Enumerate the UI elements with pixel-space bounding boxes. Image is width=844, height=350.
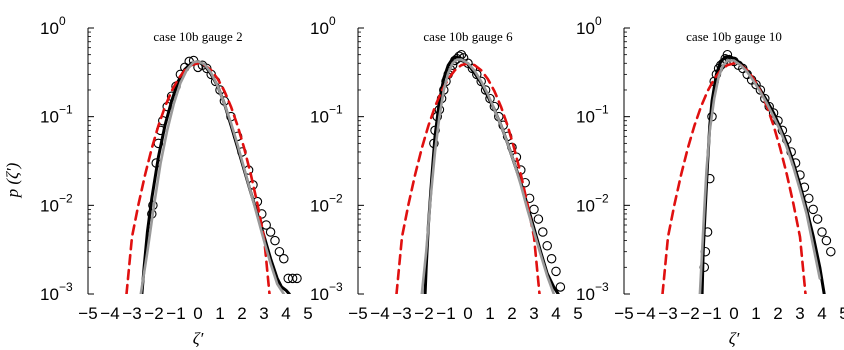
- model-line: [698, 59, 822, 294]
- x-tick-label: 1: [215, 304, 224, 323]
- x-tick-label: −2: [414, 304, 433, 323]
- data-marker: [546, 253, 557, 264]
- model-line: [139, 60, 286, 294]
- measured-line: [140, 59, 291, 294]
- x-tick-label: −1: [166, 304, 185, 323]
- panel-title: case 10b gauge 2: [153, 29, 242, 44]
- x-tick-label: −4: [370, 304, 389, 323]
- data-marker: [542, 241, 552, 251]
- x-tick-label: 3: [259, 304, 268, 323]
- x-tick-label: 4: [281, 304, 290, 323]
- x-tick-label: −5: [348, 304, 367, 323]
- x-tick-label: −3: [392, 304, 411, 323]
- x-tick-label: −5: [78, 304, 97, 323]
- plot-area: [661, 49, 836, 294]
- y-tick-exponent: −2: [59, 191, 73, 205]
- y-tick-exponent: −1: [59, 103, 73, 117]
- y-tick-exponent: −2: [329, 191, 343, 205]
- data-marker: [826, 246, 836, 257]
- data-marker: [287, 273, 298, 284]
- y-tick-label: 10: [576, 285, 595, 304]
- x-tick-label: −2: [144, 304, 163, 323]
- y-tick-label: 10: [40, 285, 59, 304]
- y-tick-label: 10: [40, 108, 59, 127]
- x-tick-label: −5: [614, 304, 633, 323]
- data-marker: [533, 214, 544, 224]
- y-tick-label: 10: [40, 196, 59, 215]
- y-tick-exponent: 0: [329, 14, 336, 28]
- y-tick-exponent: −1: [329, 103, 343, 117]
- data-marker: [270, 235, 280, 246]
- panel-title: case 10b gauge 10: [686, 29, 782, 44]
- x-tick-label: −3: [658, 304, 677, 323]
- x-tick-label: −3: [122, 304, 141, 323]
- x-tick-label: −2: [680, 304, 699, 323]
- gaussian-line: [661, 62, 807, 294]
- y-tick-label: 10: [310, 108, 329, 127]
- plot-area: [125, 55, 302, 294]
- x-tick-label: 0: [193, 304, 202, 323]
- x-tick-label: 3: [529, 304, 538, 323]
- x-tick-label: 4: [551, 304, 560, 323]
- y-axis-label: p (ζ′): [3, 162, 22, 198]
- model-line: [420, 58, 556, 294]
- x-tick-label: 2: [507, 304, 516, 323]
- x-tick-label: 1: [485, 304, 494, 323]
- measured-line: [700, 54, 826, 294]
- gaussian-line: [125, 62, 271, 294]
- x-tick-label: 1: [751, 304, 760, 323]
- y-tick-exponent: −3: [329, 280, 343, 294]
- data-marker: [812, 214, 823, 224]
- x-tick-label: 0: [463, 304, 472, 323]
- x-tick-label: 5: [573, 304, 582, 323]
- y-tick-label: 10: [576, 196, 595, 215]
- data-marker: [722, 49, 733, 60]
- x-tick-label: 3: [795, 304, 804, 323]
- data-marker: [292, 273, 302, 284]
- y-tick-exponent: 0: [595, 14, 602, 28]
- data-marker: [551, 266, 561, 277]
- y-tick-label: 10: [310, 196, 329, 215]
- x-tick-label: 2: [237, 304, 246, 323]
- x-tick-label: 2: [773, 304, 782, 323]
- y-tick-exponent: 0: [59, 14, 66, 28]
- y-tick-exponent: −1: [595, 103, 609, 117]
- y-tick-label: 10: [40, 19, 59, 38]
- x-tick-label: 0: [729, 304, 738, 323]
- panel-title: case 10b gauge 6: [423, 29, 513, 44]
- y-tick-label: 10: [310, 285, 329, 304]
- y-tick-label: 10: [310, 19, 329, 38]
- data-marker: [538, 227, 548, 237]
- x-axis-label: ζ′: [193, 329, 204, 348]
- y-tick-exponent: −3: [59, 280, 73, 294]
- data-marker: [555, 282, 566, 292]
- data-marker: [265, 227, 276, 237]
- data-marker: [821, 235, 832, 246]
- plot-area: [395, 49, 566, 294]
- data-marker: [808, 204, 818, 215]
- x-axis-label: ζ′: [729, 329, 740, 348]
- data-marker: [817, 227, 827, 237]
- measured-line: [423, 55, 560, 294]
- y-tick-label: 10: [576, 19, 595, 38]
- x-tick-label: 4: [817, 304, 826, 323]
- x-tick-label: 5: [303, 304, 312, 323]
- x-tick-label: −4: [100, 304, 119, 323]
- x-tick-label: −1: [436, 304, 455, 323]
- x-tick-label: 5: [839, 304, 844, 323]
- data-marker: [279, 253, 289, 264]
- data-marker: [274, 246, 285, 257]
- y-tick-exponent: −2: [595, 191, 609, 205]
- y-tick-label: 10: [576, 108, 595, 127]
- data-marker: [529, 204, 539, 215]
- y-tick-exponent: −3: [595, 280, 609, 294]
- x-tick-label: −1: [702, 304, 721, 323]
- x-tick-label: −4: [636, 304, 655, 323]
